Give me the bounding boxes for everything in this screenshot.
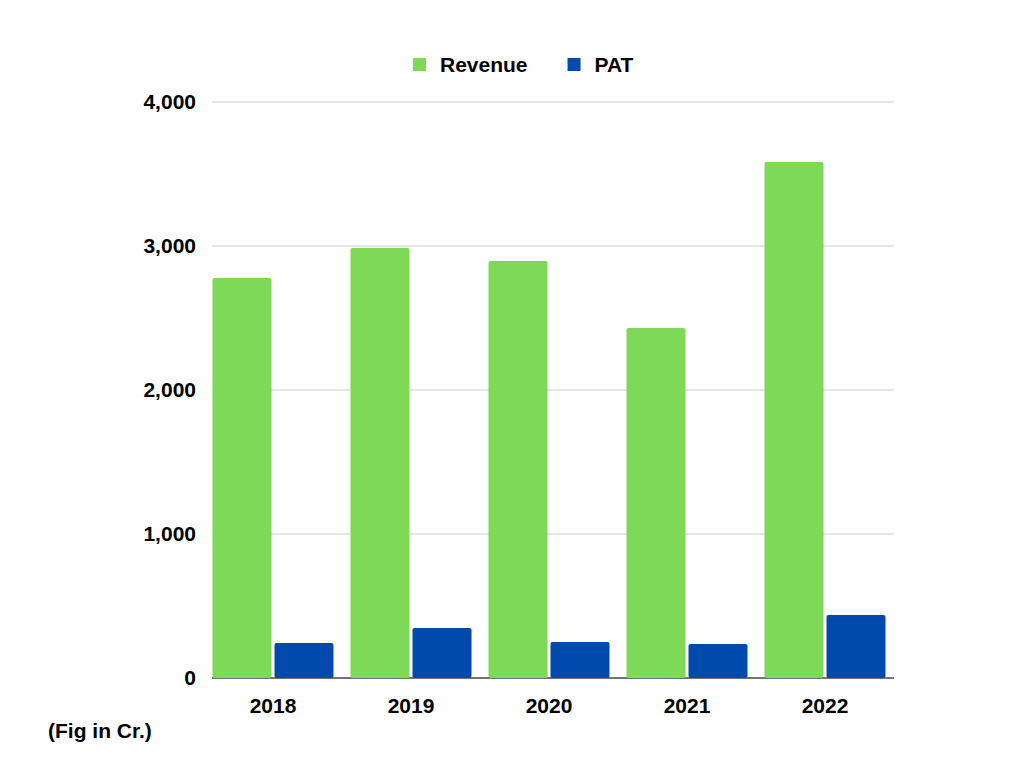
bar bbox=[275, 643, 334, 678]
bar bbox=[489, 261, 548, 678]
legend-swatch bbox=[568, 58, 581, 71]
bar bbox=[551, 642, 610, 678]
x-tick-label: 2021 bbox=[664, 694, 711, 717]
grid-line bbox=[212, 102, 894, 103]
y-tick-label: 3,000 bbox=[143, 234, 196, 257]
bar bbox=[627, 328, 686, 678]
y-tick-label: 1,000 bbox=[143, 522, 196, 545]
bar bbox=[213, 278, 272, 678]
bar bbox=[351, 248, 410, 678]
legend-swatch bbox=[413, 58, 426, 71]
bar bbox=[765, 162, 824, 678]
y-tick-label: 2,000 bbox=[143, 378, 196, 401]
bar bbox=[413, 628, 472, 678]
bars bbox=[213, 162, 886, 678]
annotation: (Fig in Cr.) bbox=[48, 719, 152, 742]
x-tick-label: 2020 bbox=[526, 694, 573, 717]
bar bbox=[689, 644, 748, 678]
y-tick-label: 0 bbox=[184, 666, 196, 689]
chart-container: 0 1,000 2,000 3,000 4,000 2018 2019 2020 2021 202… bbox=[0, 0, 1024, 768]
x-tick-label: 2018 bbox=[250, 694, 297, 717]
bar bbox=[827, 615, 886, 678]
x-tick-label: 2022 bbox=[802, 694, 849, 717]
chart-svg: 0 1,000 2,000 3,000 4,000 2018 2019 2020 2021 202… bbox=[0, 0, 1024, 768]
y-tick-label: 4,000 bbox=[143, 90, 196, 113]
x-tick-label: 2019 bbox=[388, 694, 435, 717]
legend-label: Revenue bbox=[440, 53, 528, 76]
legend-label: PAT bbox=[595, 53, 634, 76]
